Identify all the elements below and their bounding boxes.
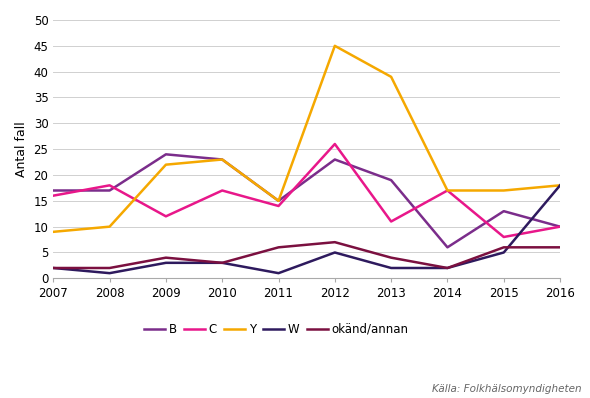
W [219,260,226,265]
C [219,188,226,193]
okänd/annan [388,255,395,260]
Line: B: B [53,154,560,247]
okänd/annan [556,245,563,250]
okänd/annan [162,255,169,260]
okänd/annan [219,260,226,265]
C [444,188,451,193]
Line: okänd/annan: okänd/annan [53,242,560,268]
W [388,265,395,270]
Y [444,188,451,193]
B [444,245,451,250]
B [50,188,57,193]
Line: Y: Y [53,46,560,232]
Y [556,183,563,188]
Line: W: W [53,185,560,273]
W [332,250,339,255]
B [332,157,339,162]
B [106,188,113,193]
W [50,265,57,270]
okänd/annan [106,265,113,270]
B [556,224,563,229]
okänd/annan [332,240,339,244]
Y [500,188,507,193]
Y [388,74,395,79]
C [50,193,57,198]
C [275,204,282,209]
C [106,183,113,188]
Y [275,199,282,203]
okänd/annan [275,245,282,250]
B [500,209,507,214]
B [275,199,282,203]
W [275,271,282,275]
W [444,265,451,270]
okänd/annan [500,245,507,250]
W [162,260,169,265]
okänd/annan [50,265,57,270]
W [500,250,507,255]
W [106,271,113,275]
B [388,178,395,183]
Y [106,224,113,229]
Y [219,157,226,162]
C [388,219,395,224]
C [556,224,563,229]
Y [332,43,339,48]
Y-axis label: Antal fall: Antal fall [15,121,28,177]
Y [162,162,169,167]
B [162,152,169,157]
B [219,157,226,162]
Line: C: C [53,144,560,237]
W [556,183,563,188]
Y [50,229,57,234]
Text: Källa: Folkhälsomyndigheten: Källa: Folkhälsomyndigheten [431,384,581,394]
Legend: B, C, Y, W, okänd/annan: B, C, Y, W, okänd/annan [144,323,408,336]
C [162,214,169,219]
C [332,142,339,146]
okänd/annan [444,265,451,270]
C [500,234,507,239]
